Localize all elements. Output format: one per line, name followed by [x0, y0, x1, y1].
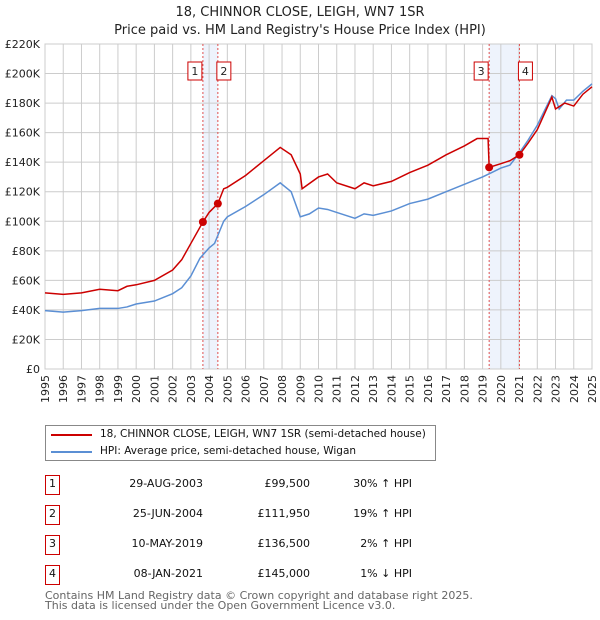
sale-label-box: [216, 61, 232, 81]
y-tick-label: £20K: [12, 333, 41, 346]
x-tick-label: 2001: [148, 375, 161, 403]
x-tick-label: 1998: [94, 375, 107, 403]
x-tick-label: 2005: [221, 375, 234, 403]
x-tick-label: 2000: [130, 375, 143, 403]
sale-date: 29-AUG-2003: [129, 477, 203, 490]
sale-hpi-diff: 30% ↑ HPI: [353, 477, 412, 490]
sale-label-box: [187, 61, 203, 81]
sale-price: £136,500: [257, 537, 311, 550]
y-tick-label: £160K: [5, 127, 41, 140]
sale-point: [213, 199, 222, 208]
sale-hpi-diff: 2% ↑ HPI: [360, 537, 412, 550]
sale-price: £145,000: [257, 567, 311, 580]
sale-label-box: [517, 61, 533, 81]
y-tick-label: £220K: [5, 38, 41, 51]
sale-hpi-diff: 19% ↑ HPI: [353, 507, 412, 520]
x-tick-label: 2021: [513, 375, 526, 403]
x-tick-label: 2012: [349, 375, 362, 403]
x-tick-label: 2007: [258, 375, 271, 403]
sale-price: £99,500: [264, 477, 311, 490]
x-tick-label: 2018: [458, 375, 471, 403]
x-tick-label: 1997: [75, 375, 88, 403]
y-tick-label: £60K: [12, 274, 41, 287]
sale-label-box: [473, 61, 489, 81]
legend-item-hpi: HPI: Average price, semi-detached house,…: [46, 443, 435, 460]
x-tick-label: 2006: [240, 375, 253, 403]
x-tick-label: 2009: [294, 375, 307, 403]
x-tick-label: 1995: [39, 375, 52, 403]
x-tick-label: 2024: [568, 375, 581, 403]
sale-row: 3 10-MAY-2019 £136,500 2% ↑ HPI: [45, 535, 445, 555]
subtitle-line: Price paid vs. HM Land Registry's House …: [114, 23, 486, 38]
sale-date: 10-MAY-2019: [131, 537, 203, 550]
legend: 18, CHINNOR CLOSE, LEIGH, WN7 1SR (semi-…: [45, 425, 436, 461]
sale-marker-box: 1: [45, 475, 60, 495]
sale-label: 2: [220, 65, 227, 78]
chart-title: 18, CHINNOR CLOSE, LEIGH, WN7 1SR Price …: [0, 4, 600, 40]
x-tick-label: 2002: [167, 375, 180, 403]
sale-label: 3: [478, 65, 485, 78]
price-chart: £0 £20K £40K £60K £80K £100K £120K £140K £160K £1…: [5, 38, 599, 403]
y-tick-label: £140K: [5, 156, 41, 169]
sale-label: 4: [522, 65, 529, 78]
sale-row: 1 29-AUG-2003 £99,500 30% ↑ HPI: [45, 475, 445, 495]
x-tick-label: 2025: [586, 375, 599, 403]
sale-label: 1: [191, 65, 198, 78]
x-tick-label: 2015: [404, 375, 417, 403]
legend-label: HPI: Average price, semi-detached house,…: [100, 445, 357, 457]
x-tick-label: 2019: [477, 375, 490, 403]
y-tick-label: £80K: [12, 245, 41, 258]
sale-date: 25-JUN-2004: [132, 507, 203, 520]
footer-line1: Contains HM Land Registry data © Crown c…: [45, 589, 473, 602]
x-tick-label: 2003: [185, 375, 198, 403]
sale-point: [198, 218, 207, 227]
y-tick-label: £40K: [12, 304, 41, 317]
title-line: 18, CHINNOR CLOSE, LEIGH, WN7 1SR: [175, 5, 425, 20]
x-tick-label: 2017: [440, 375, 453, 403]
sale-point: [485, 163, 494, 172]
sale-point: [515, 150, 524, 159]
sale-price: £111,950: [257, 507, 311, 520]
x-tick-label: 2004: [203, 375, 216, 403]
y-tick-label: £200K: [5, 68, 41, 81]
sale-hpi-diff: 1% ↓ HPI: [360, 567, 412, 580]
y-tick-label: £180K: [5, 97, 41, 110]
shaded-period: [202, 44, 218, 369]
x-tick-label: 2008: [276, 375, 289, 403]
hpi-line: [44, 83, 593, 313]
shaded-period: [489, 44, 520, 369]
footer-line2: This data is licensed under the Open Gov…: [45, 599, 396, 612]
x-tick-label: 1999: [112, 375, 125, 403]
x-tick-label: 2023: [550, 375, 563, 403]
x-tick-label: 2010: [313, 375, 326, 403]
sale-marker-box: 2: [45, 505, 60, 525]
footer: Contains HM Land Registry data © Crown c…: [45, 589, 473, 612]
sale-row: 4 08-JAN-2021 £145,000 1% ↓ HPI: [45, 565, 445, 585]
property-line: [44, 86, 593, 296]
sale-marker-box: 4: [45, 565, 60, 585]
x-tick-label: 2013: [367, 375, 380, 403]
x-tick-label: 2020: [495, 375, 508, 403]
x-tick-label: 2016: [422, 375, 435, 403]
x-tick-label: 1996: [57, 375, 70, 403]
sale-date: 08-JAN-2021: [133, 567, 203, 580]
y-tick-label: £0: [26, 363, 40, 376]
legend-swatch-blue: [51, 451, 92, 453]
legend-swatch-red: [51, 434, 92, 436]
y-tick-label: £120K: [5, 186, 41, 199]
y-tick-label: £100K: [5, 215, 41, 228]
x-tick-label: 2014: [385, 375, 398, 403]
x-tick-label: 2022: [531, 375, 544, 403]
sale-row: 2 25-JUN-2004 £111,950 19% ↑ HPI: [45, 505, 445, 525]
legend-item-property: 18, CHINNOR CLOSE, LEIGH, WN7 1SR (semi-…: [46, 426, 435, 443]
x-tick-label: 2011: [331, 375, 344, 403]
plot-border: [44, 43, 593, 370]
legend-label: 18, CHINNOR CLOSE, LEIGH, WN7 1SR (semi-…: [100, 428, 426, 440]
sale-marker-box: 3: [45, 535, 60, 555]
